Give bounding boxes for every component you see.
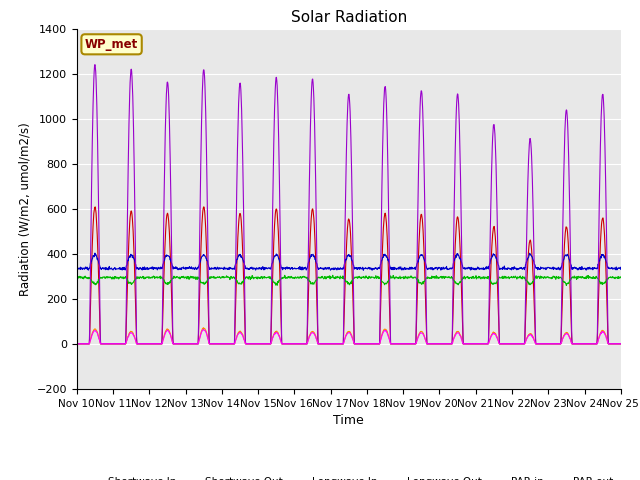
PAR out — [505, 341, 513, 347]
PAR in — [181, 341, 189, 347]
Longwave In — [434, 275, 442, 281]
Line: PAR in: PAR in — [77, 65, 621, 344]
Longwave Out — [505, 266, 513, 272]
PAR in — [434, 341, 442, 347]
X-axis label: Time: Time — [333, 414, 364, 427]
Shortwave In — [505, 341, 513, 347]
PAR in — [91, 62, 99, 68]
Shortwave In — [194, 341, 202, 347]
Shortwave Out — [194, 341, 202, 347]
Y-axis label: Radiation (W/m2, umol/m2/s): Radiation (W/m2, umol/m2/s) — [18, 122, 31, 296]
Shortwave In — [255, 341, 263, 347]
Shortwave Out — [180, 341, 188, 347]
PAR out — [194, 341, 202, 347]
Longwave Out — [73, 265, 81, 271]
Shortwave Out — [553, 341, 561, 347]
Text: WP_met: WP_met — [85, 38, 138, 51]
Shortwave In — [434, 341, 442, 347]
Longwave In — [553, 274, 561, 279]
PAR out — [73, 341, 81, 347]
Shortwave In — [617, 341, 625, 347]
Longwave In — [329, 273, 337, 278]
PAR out — [617, 341, 625, 347]
Shortwave Out — [255, 341, 263, 347]
Longwave Out — [195, 265, 202, 271]
Line: Shortwave Out: Shortwave Out — [77, 328, 621, 344]
Longwave Out — [360, 267, 367, 273]
Shortwave In — [200, 204, 207, 210]
PAR out — [180, 341, 188, 347]
Longwave In — [617, 274, 625, 280]
Longwave In — [73, 275, 81, 280]
Line: Shortwave In: Shortwave In — [77, 207, 621, 344]
Longwave In — [180, 275, 188, 280]
Longwave In — [505, 274, 513, 279]
Longwave Out — [617, 266, 625, 272]
Shortwave In — [73, 341, 81, 347]
PAR out — [255, 341, 263, 347]
Shortwave Out — [73, 341, 81, 347]
PAR in — [505, 341, 513, 347]
PAR out — [434, 341, 442, 347]
Longwave In — [194, 274, 202, 280]
Longwave In — [563, 283, 570, 288]
Line: PAR out: PAR out — [77, 329, 621, 344]
PAR in — [195, 341, 202, 347]
Longwave Out — [434, 265, 442, 271]
Line: Longwave Out: Longwave Out — [77, 253, 621, 270]
Longwave Out — [255, 264, 263, 270]
Shortwave In — [180, 341, 188, 347]
PAR in — [255, 341, 263, 347]
Shortwave In — [553, 341, 561, 347]
PAR in — [617, 341, 625, 347]
Longwave In — [255, 275, 262, 280]
PAR in — [73, 341, 81, 347]
Legend: Shortwave In, Shortwave Out, Longwave In, Longwave Out, PAR in, PAR out: Shortwave In, Shortwave Out, Longwave In… — [81, 473, 617, 480]
Longwave Out — [181, 265, 189, 271]
PAR out — [200, 326, 207, 332]
Line: Longwave In: Longwave In — [77, 276, 621, 286]
Shortwave Out — [617, 341, 625, 347]
Longwave Out — [91, 250, 99, 256]
Title: Solar Radiation: Solar Radiation — [291, 10, 407, 25]
Shortwave Out — [200, 325, 207, 331]
PAR in — [553, 341, 561, 347]
Shortwave Out — [505, 341, 513, 347]
Longwave Out — [553, 266, 561, 272]
Shortwave Out — [434, 341, 442, 347]
PAR out — [553, 341, 561, 347]
